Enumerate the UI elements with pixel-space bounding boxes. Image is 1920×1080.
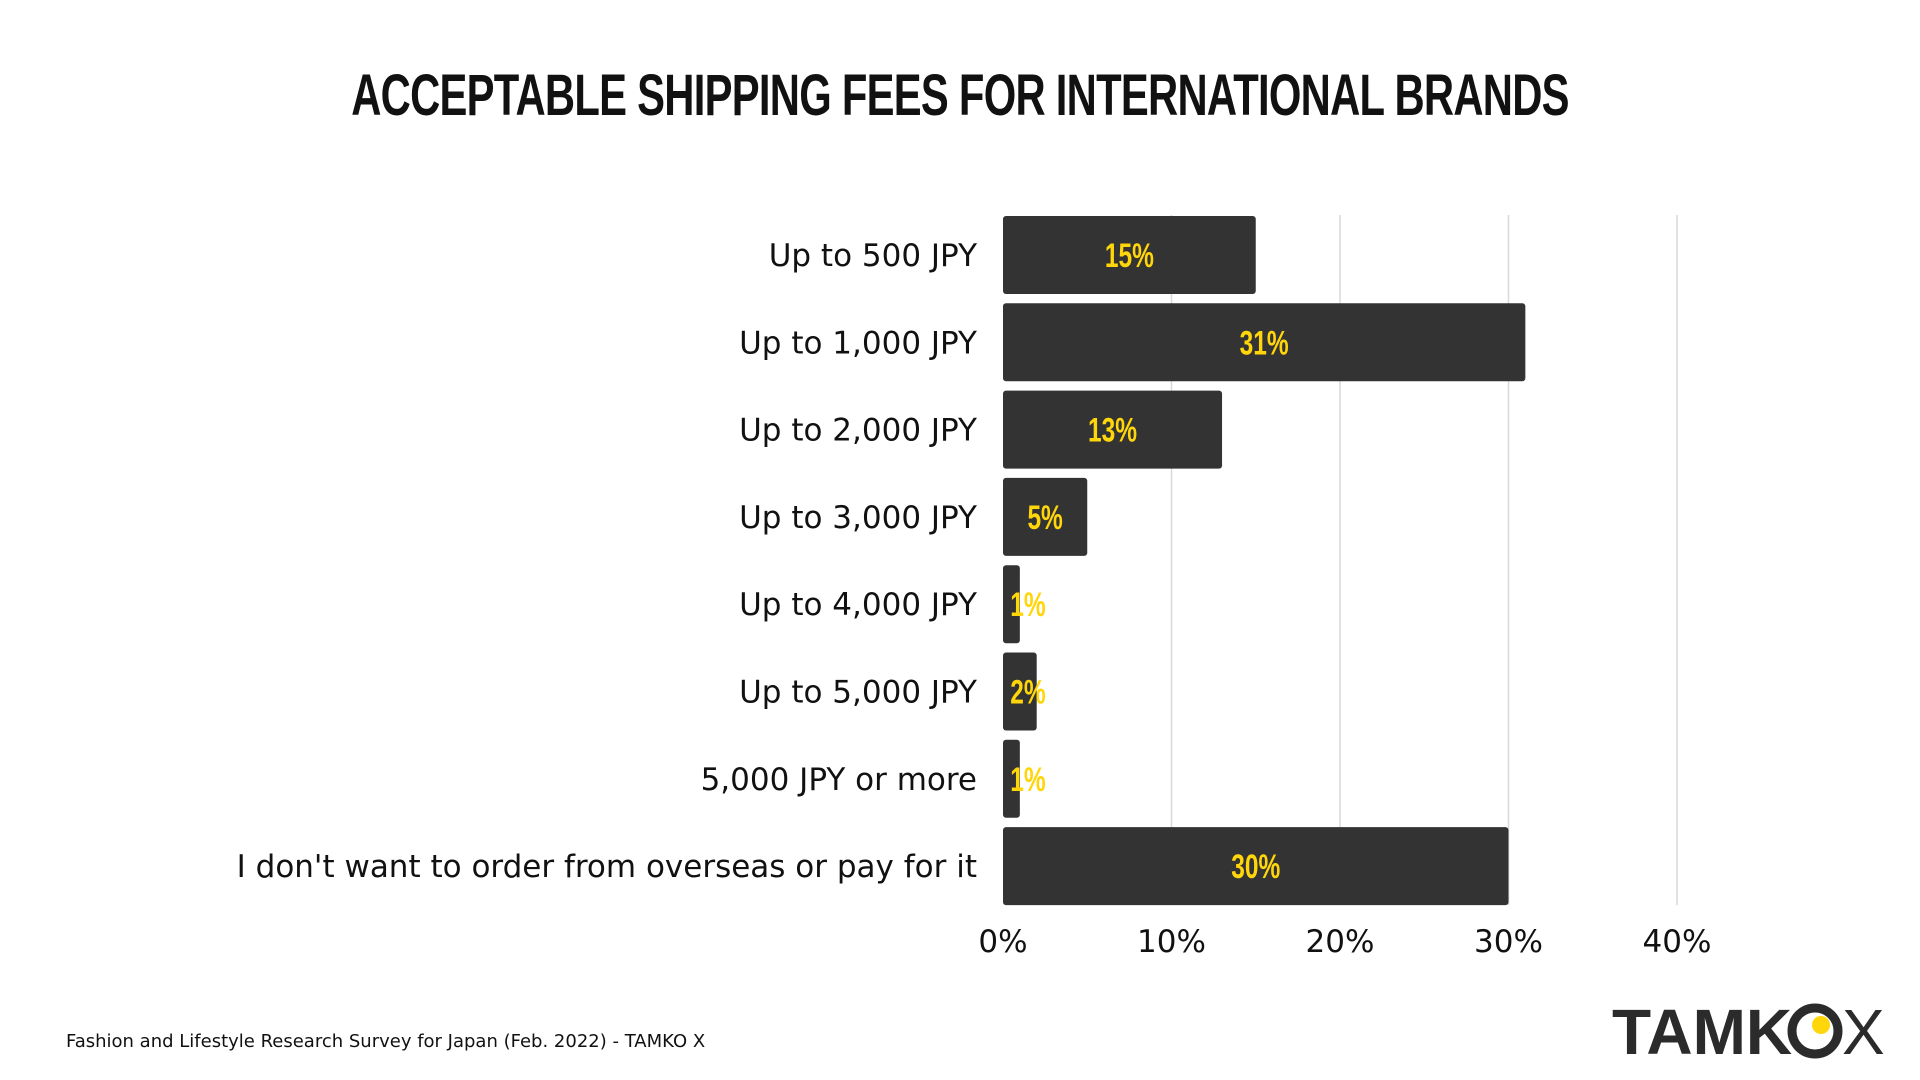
category-label-3: Up to 3,000 JPY	[739, 500, 977, 536]
logo-o-ring	[1787, 1003, 1843, 1059]
data-label-6: 1%	[1010, 761, 1045, 799]
bar-7	[1003, 827, 1509, 906]
data-label-1: 31%	[1240, 324, 1289, 362]
bar-2	[1003, 390, 1223, 469]
brand-logo: TAMK X	[1612, 996, 1902, 1066]
logo-text-tamk: TAMK	[1612, 996, 1792, 1066]
logo-mark: TAMK X	[1612, 996, 1885, 1066]
category-label-0: Up to 500 JPY	[769, 238, 977, 274]
data-label-3: 5%	[1027, 499, 1062, 537]
category-label-1: Up to 1,000 JPY	[739, 325, 977, 361]
data-label-4: 1%	[1010, 586, 1045, 624]
x-tick-label-2: 20%	[1306, 924, 1375, 960]
category-label-5: Up to 5,000 JPY	[739, 675, 977, 711]
x-tick-label-0: 0%	[978, 924, 1027, 960]
bar-0	[1003, 216, 1256, 294]
category-label-2: Up to 2,000 JPY	[739, 413, 977, 449]
data-label-0: 15%	[1105, 237, 1154, 275]
bar-4	[1003, 565, 1020, 644]
category-label-4: Up to 4,000 JPY	[739, 587, 977, 623]
bar-6	[1003, 739, 1020, 818]
data-label-7: 30%	[1231, 848, 1280, 886]
x-tick-label-3: 30%	[1474, 924, 1543, 960]
bar-1	[1003, 303, 1526, 382]
source-note: Fashion and Lifestyle Research Survey fo…	[66, 1031, 706, 1052]
x-tick-label-1: 10%	[1137, 924, 1206, 960]
bar-3	[1003, 477, 1088, 556]
category-label-6: 5,000 JPY or more	[701, 762, 977, 798]
data-label-2: 13%	[1088, 412, 1137, 450]
logo-o-dot	[1812, 1016, 1830, 1034]
data-label-5: 2%	[1010, 674, 1045, 712]
logo-text-x: X	[1842, 996, 1885, 1066]
bar-5	[1003, 652, 1037, 731]
category-label-7: I don't want to order from overseas or p…	[237, 849, 977, 885]
chart-title: ACCEPTABLE SHIPPING FEES FOR INTERNATION…	[351, 63, 1569, 128]
x-tick-label-4: 40%	[1643, 924, 1712, 960]
